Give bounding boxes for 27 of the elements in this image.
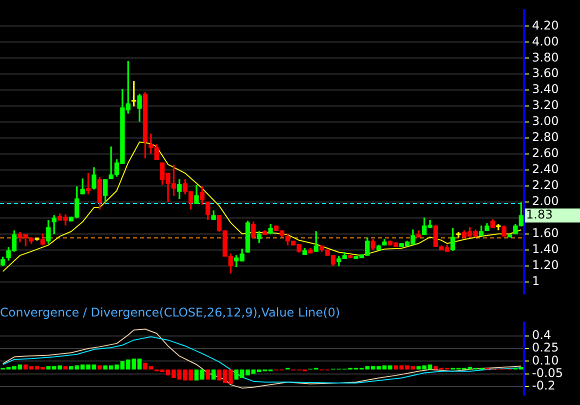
bar bbox=[211, 370, 216, 380]
y-tick-label: 3.20 bbox=[532, 98, 559, 112]
y-tick-label: 2.00 bbox=[532, 194, 559, 208]
text: 1.83 bbox=[526, 208, 553, 222]
bar bbox=[206, 370, 210, 380]
y-tick-label: 4.20 bbox=[532, 18, 559, 32]
y-tick-label: 0.25 bbox=[532, 340, 559, 355]
y-tick-label: 3.60 bbox=[532, 66, 559, 80]
chart-title: Convergence / Divergence(CLOSE,26,12,9),Value Line(0) bbox=[0, 305, 340, 320]
bar bbox=[98, 365, 102, 370]
y-tick-label: 3.40 bbox=[532, 82, 559, 96]
y-tick-label: 2.60 bbox=[532, 146, 559, 160]
y-tick-label: 4.00 bbox=[532, 34, 559, 48]
y-tick-label: -0.05 bbox=[532, 366, 564, 380]
y-tick-label: 0.10 bbox=[532, 353, 559, 368]
y-tick-label: 0.4 bbox=[532, 328, 552, 342]
y-tick-label: 1.40 bbox=[532, 242, 559, 256]
y-tick-label: 3.00 bbox=[532, 114, 559, 128]
y-tick-label: 2.40 bbox=[532, 162, 559, 176]
y-tick-label: 1 bbox=[532, 274, 540, 288]
y-tick-label: 1.60 bbox=[532, 226, 559, 240]
y-tick-label: 2.20 bbox=[532, 178, 559, 192]
y-tick-label: -0.2 bbox=[532, 378, 556, 393]
y-tick-label: 3.80 bbox=[532, 50, 559, 64]
y-tick-label: 2.80 bbox=[532, 130, 559, 144]
y-tick-label: 1.20 bbox=[532, 258, 559, 272]
bar bbox=[63, 366, 68, 370]
